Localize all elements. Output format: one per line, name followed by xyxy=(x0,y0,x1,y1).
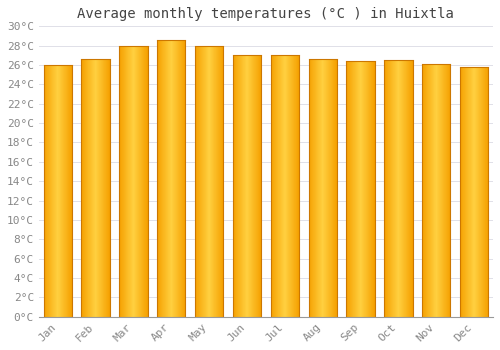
Title: Average monthly temperatures (°C ) in Huixtla: Average monthly temperatures (°C ) in Hu… xyxy=(78,7,454,21)
